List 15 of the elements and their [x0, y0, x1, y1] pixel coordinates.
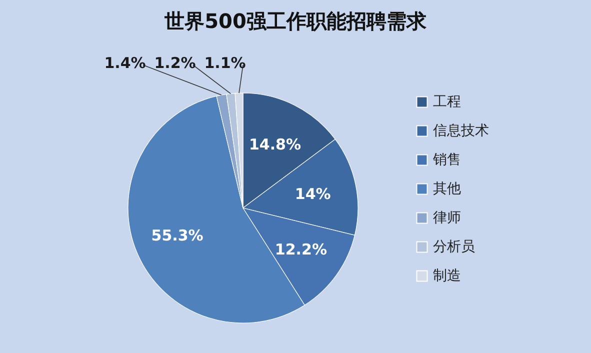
chart-title: 世界500强工作职能招聘需求 [164, 9, 428, 33]
data-label: 14.8% [248, 135, 301, 154]
legend-label: 信息技术 [433, 123, 489, 139]
data-label: 1.1% [204, 54, 246, 72]
data-label: 1.2% [154, 54, 196, 72]
legend-label: 分析员 [433, 239, 475, 255]
legend-label: 制造 [433, 268, 461, 284]
legend-label: 其他 [433, 181, 461, 197]
legend-label: 销售 [432, 152, 461, 168]
data-label: 55.3% [151, 226, 204, 245]
data-label: 1.4% [104, 54, 146, 72]
data-label: 14% [294, 184, 331, 203]
legend-label: 工程 [433, 94, 461, 110]
data-label: 12.2% [274, 240, 327, 259]
legend-label: 律师 [433, 210, 461, 226]
